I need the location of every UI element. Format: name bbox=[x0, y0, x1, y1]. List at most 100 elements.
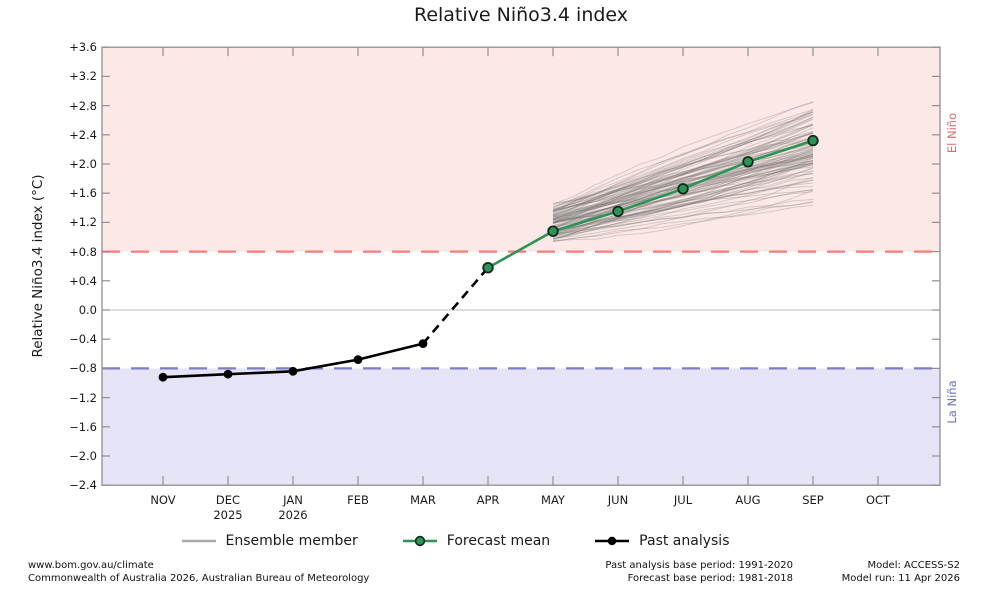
la-nina-region-label: La Niña bbox=[945, 380, 959, 424]
ensemble-member-line bbox=[552, 156, 814, 223]
past-analysis-point bbox=[353, 355, 363, 364]
ensemble-member-line bbox=[552, 139, 814, 211]
x-tick-label: FEB bbox=[347, 493, 369, 507]
x-tick-year-label: 2025 bbox=[213, 508, 243, 522]
footer-model-run: Model run: 11 Apr 2026 bbox=[841, 572, 960, 584]
ensemble-member-line bbox=[552, 141, 814, 212]
ensemble-member-line bbox=[552, 177, 814, 237]
ensemble-member-line bbox=[552, 116, 814, 215]
la-nina-band bbox=[102, 368, 940, 486]
ensemble-member-line bbox=[552, 159, 814, 240]
ensemble-member-line bbox=[552, 201, 814, 242]
y-tick-label: +0.4 bbox=[69, 273, 97, 288]
ensemble-member-line bbox=[552, 153, 814, 222]
y-tick-label: −0.8 bbox=[69, 361, 97, 376]
ensemble-member-line bbox=[552, 167, 814, 232]
ensemble-member-line bbox=[552, 160, 814, 222]
footer-model-info: Model: ACCESS-S2 Model run: 11 Apr 2026 bbox=[842, 560, 960, 585]
legend-item-label: Past analysis bbox=[639, 533, 730, 549]
ensemble-member-line bbox=[552, 167, 814, 231]
footer-past-base-period: Past analysis base period: 1991-2020 bbox=[605, 560, 793, 571]
footer-forecast-base-period: Forecast base period: 1981-2018 bbox=[627, 572, 793, 584]
ensemble-member-line bbox=[552, 163, 814, 220]
y-tick-label: 0.0 bbox=[78, 303, 97, 317]
ensemble-member-line bbox=[552, 170, 814, 227]
past-analysis-point bbox=[158, 372, 168, 382]
ensemble-member-line bbox=[552, 189, 814, 235]
x-tick-label: DEC bbox=[215, 493, 241, 507]
ensemble-member-line bbox=[552, 201, 814, 238]
ensemble-member-line bbox=[552, 116, 814, 210]
ensemble-member-line bbox=[552, 191, 814, 235]
x-tick-label: JUN bbox=[607, 493, 629, 507]
forecast-mean-point bbox=[742, 156, 754, 168]
y-tick-label: +2.4 bbox=[69, 127, 97, 142]
ensemble-member-line bbox=[552, 123, 814, 220]
ensemble-member-line bbox=[552, 140, 814, 228]
gray-line-icon bbox=[181, 539, 216, 543]
forecast-mean-point bbox=[677, 183, 689, 195]
ensemble-member-line bbox=[552, 101, 814, 214]
y-tick-label: −0.4 bbox=[69, 332, 97, 347]
ensemble-member-line bbox=[552, 188, 814, 235]
footer-copyright: Commonwealth of Australia 2026, Australi… bbox=[28, 572, 370, 584]
y-tick-label: +2.0 bbox=[69, 157, 97, 171]
x-tick-label: JUL bbox=[673, 493, 693, 507]
y-tick-label: −1.6 bbox=[69, 419, 97, 434]
ensemble-member-line bbox=[552, 136, 814, 212]
ensemble-member-line bbox=[552, 132, 814, 229]
legend-item-label: Forecast mean bbox=[446, 533, 551, 549]
ensemble-member-line bbox=[552, 143, 814, 221]
ensemble-member-line bbox=[552, 179, 814, 239]
ensemble-member-line bbox=[552, 153, 814, 216]
forecast-mean-line bbox=[487, 139, 814, 269]
ensemble-member-line bbox=[552, 109, 814, 211]
ensemble-member-line bbox=[552, 113, 814, 216]
legend-item-label: Ensemble member bbox=[225, 533, 358, 549]
ensemble-member-line bbox=[552, 132, 814, 223]
forecast-mean-point bbox=[547, 225, 559, 237]
ensemble-member-line bbox=[552, 124, 814, 205]
ensemble-member-line bbox=[552, 149, 814, 223]
ensemble-member-line bbox=[552, 151, 814, 217]
el-nino-band bbox=[102, 47, 940, 252]
el-nino-region-label: El Niño bbox=[945, 112, 959, 154]
ensemble-member-line bbox=[552, 131, 814, 213]
ensemble-member-line bbox=[552, 124, 814, 218]
y-tick-label: +3.2 bbox=[69, 69, 97, 84]
ensemble-member-line bbox=[552, 179, 814, 232]
footer-attribution: www.bom.gov.au/climate Commonwealth of A… bbox=[28, 560, 369, 585]
ensemble-member-line bbox=[552, 164, 814, 233]
ensemble-member-line bbox=[552, 155, 814, 230]
forecast-mean-point bbox=[482, 262, 494, 274]
ensemble-member-line bbox=[552, 118, 814, 208]
y-tick-label: −1.2 bbox=[69, 390, 97, 405]
ensemble-member-line bbox=[552, 150, 814, 220]
ensemble-member-line bbox=[552, 114, 814, 212]
ensemble-member-line bbox=[552, 189, 814, 242]
ensemble-member-line bbox=[552, 142, 814, 224]
ensemble-member-line bbox=[552, 144, 814, 234]
past-analysis-point bbox=[223, 369, 233, 379]
past-analysis-point bbox=[418, 339, 428, 348]
ensemble-member-line bbox=[552, 127, 814, 221]
ensemble-member-line bbox=[552, 170, 814, 240]
y-tick-label: +3.6 bbox=[69, 40, 97, 55]
ensemble-member-line bbox=[552, 147, 814, 218]
y-tick-label: −2.4 bbox=[69, 478, 97, 493]
ensemble-member-line bbox=[552, 124, 814, 220]
ensemble-member-line bbox=[552, 149, 814, 233]
x-tick-label: SEP bbox=[802, 493, 824, 507]
y-tick-label: −2.0 bbox=[69, 449, 97, 463]
x-tick-label: APR bbox=[476, 493, 500, 507]
x-tick-label: MAY bbox=[541, 493, 565, 507]
transition-dashed-segment bbox=[422, 266, 489, 345]
y-tick-label: +1.6 bbox=[69, 186, 97, 201]
legend-item-past-analysis: Past analysis bbox=[594, 533, 729, 549]
forecast-mean-point bbox=[807, 134, 819, 147]
x-tick-label: AUG bbox=[735, 493, 761, 507]
ensemble-member-line bbox=[552, 137, 814, 230]
ensemble-member-line bbox=[552, 173, 814, 240]
